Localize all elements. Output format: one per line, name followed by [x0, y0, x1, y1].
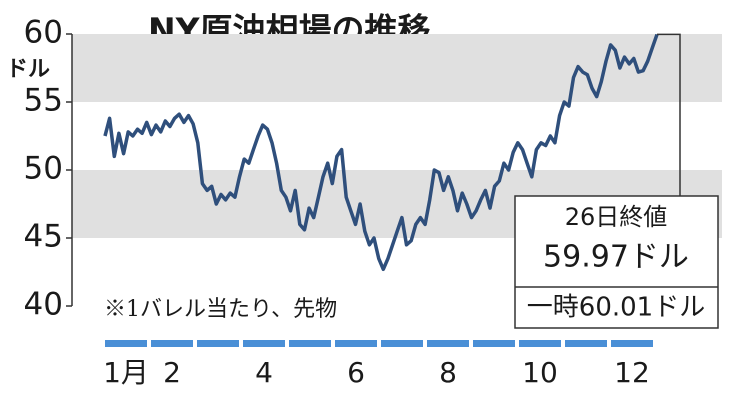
x-tick-label: 1月: [103, 356, 149, 389]
month-segment: [243, 340, 285, 347]
month-segment: [151, 340, 193, 347]
annotation-high: 一時60.01ドル: [527, 293, 705, 323]
annotation-box: [514, 195, 719, 329]
grid-band: [72, 34, 722, 102]
leader-line: [657, 33, 681, 196]
month-segment: [381, 340, 423, 347]
x-tick-label: 6: [347, 356, 365, 389]
y-unit: ドル: [6, 57, 50, 82]
annotation-value: 59.97ドル: [543, 240, 689, 275]
month-segment: [289, 340, 331, 347]
y-tick-label: 50: [24, 151, 63, 187]
y-tick-label: 40: [24, 287, 63, 323]
note: ※1バレル当たり、先物: [104, 297, 337, 322]
x-tick-label: 4: [255, 356, 273, 389]
month-segment: [105, 340, 147, 347]
x-tick-label: 8: [439, 356, 457, 389]
month-segment: [335, 340, 377, 347]
y-tick-label: 45: [24, 219, 63, 255]
month-segment: [565, 340, 607, 347]
month-segment: [473, 340, 515, 347]
price-line: [103, 33, 659, 272]
month-segment: [611, 340, 653, 347]
month-segment: [427, 340, 469, 347]
x-tick-label: 2: [163, 356, 181, 389]
y-tick-label: 55: [24, 83, 63, 119]
y-tick-label: 60: [24, 15, 63, 51]
x-tick-label: 12: [614, 356, 650, 389]
x-tick-label: 10: [522, 356, 558, 389]
month-segment: [197, 340, 239, 347]
annotation-title: 26日終値: [565, 203, 668, 231]
month-segment: [519, 340, 561, 347]
